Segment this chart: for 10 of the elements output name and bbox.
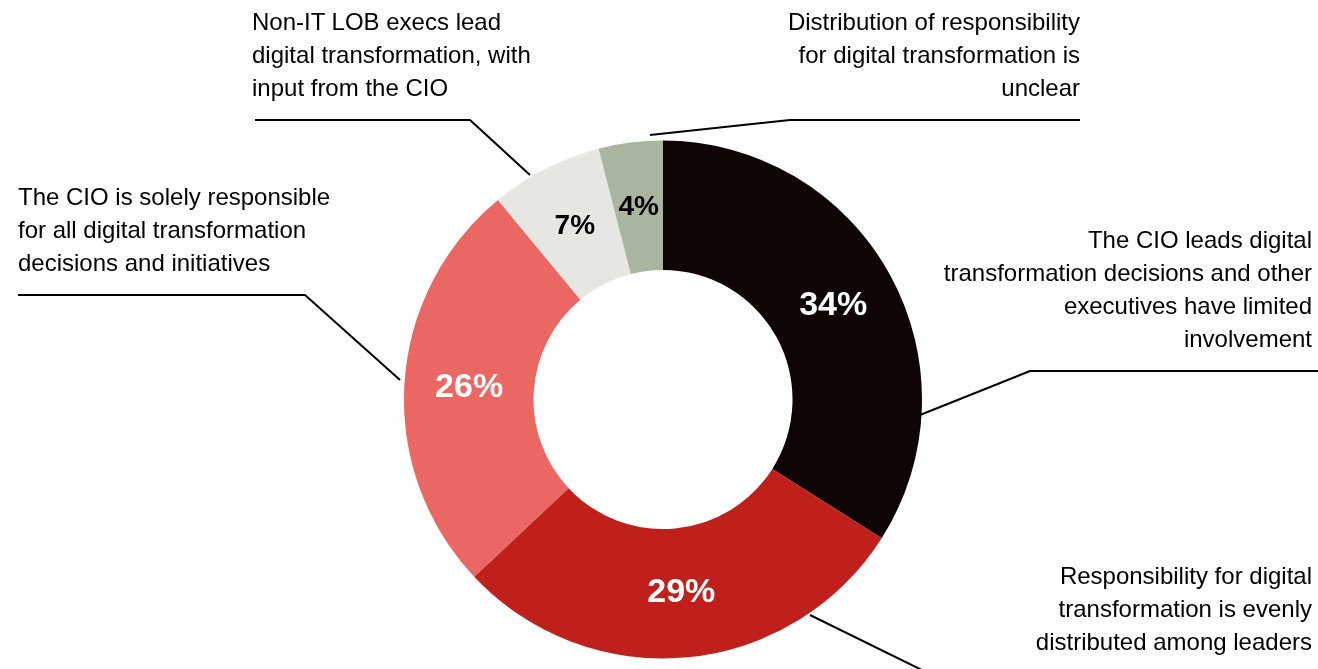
data-label: 7% bbox=[554, 209, 596, 241]
data-label: 4% bbox=[618, 189, 659, 221]
data-label: 26% bbox=[435, 365, 504, 404]
slice-label: Responsibility for digital transformation is evenly distributed among leaders bbox=[1035, 562, 1312, 655]
slice-label: Non-IT LOB execs lead digital transformation, with input from the CIO bbox=[252, 8, 531, 101]
data-label: 29% bbox=[647, 571, 716, 610]
slice-label: Distribution of responsibility for digital transformation is unclear bbox=[787, 8, 1080, 101]
slice-label: The CIO leads digital transformation decisions and other executives have limited involvement bbox=[943, 226, 1313, 352]
slice-label: The CIO is solely responsible for all digital transformation decisions and initiatives bbox=[18, 183, 331, 276]
data-label: 34% bbox=[799, 284, 868, 323]
